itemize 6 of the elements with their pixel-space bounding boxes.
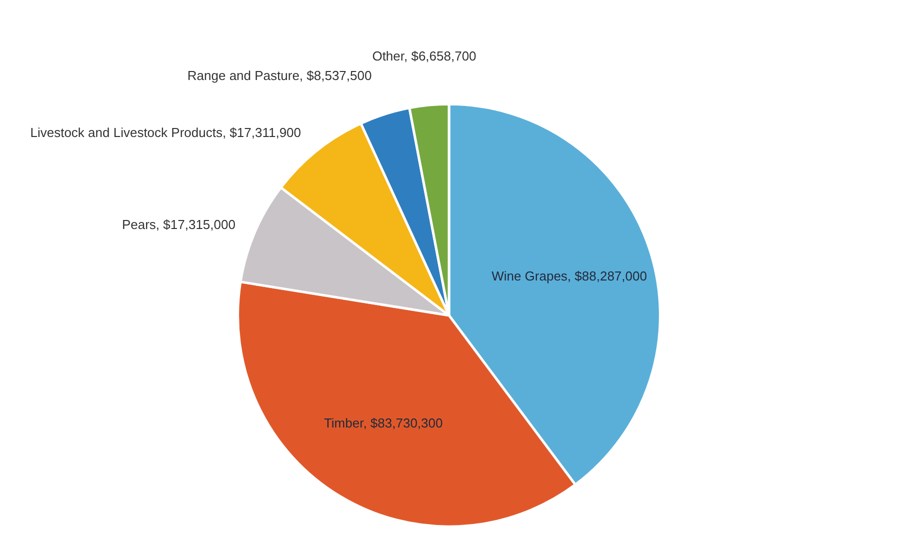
slice-label: Timber, $83,730,300: [324, 415, 443, 430]
slice-label: Wine Grapes, $88,287,000: [492, 268, 647, 284]
slice-label: Other, $6,658,700: [372, 48, 476, 64]
slice-label: Pears, $17,315,000: [122, 217, 236, 232]
slice-label: Livestock and Livestock Products, $17,311,900: [30, 124, 302, 140]
slice-label: Range and Pasture, $8,537,500: [187, 68, 372, 84]
